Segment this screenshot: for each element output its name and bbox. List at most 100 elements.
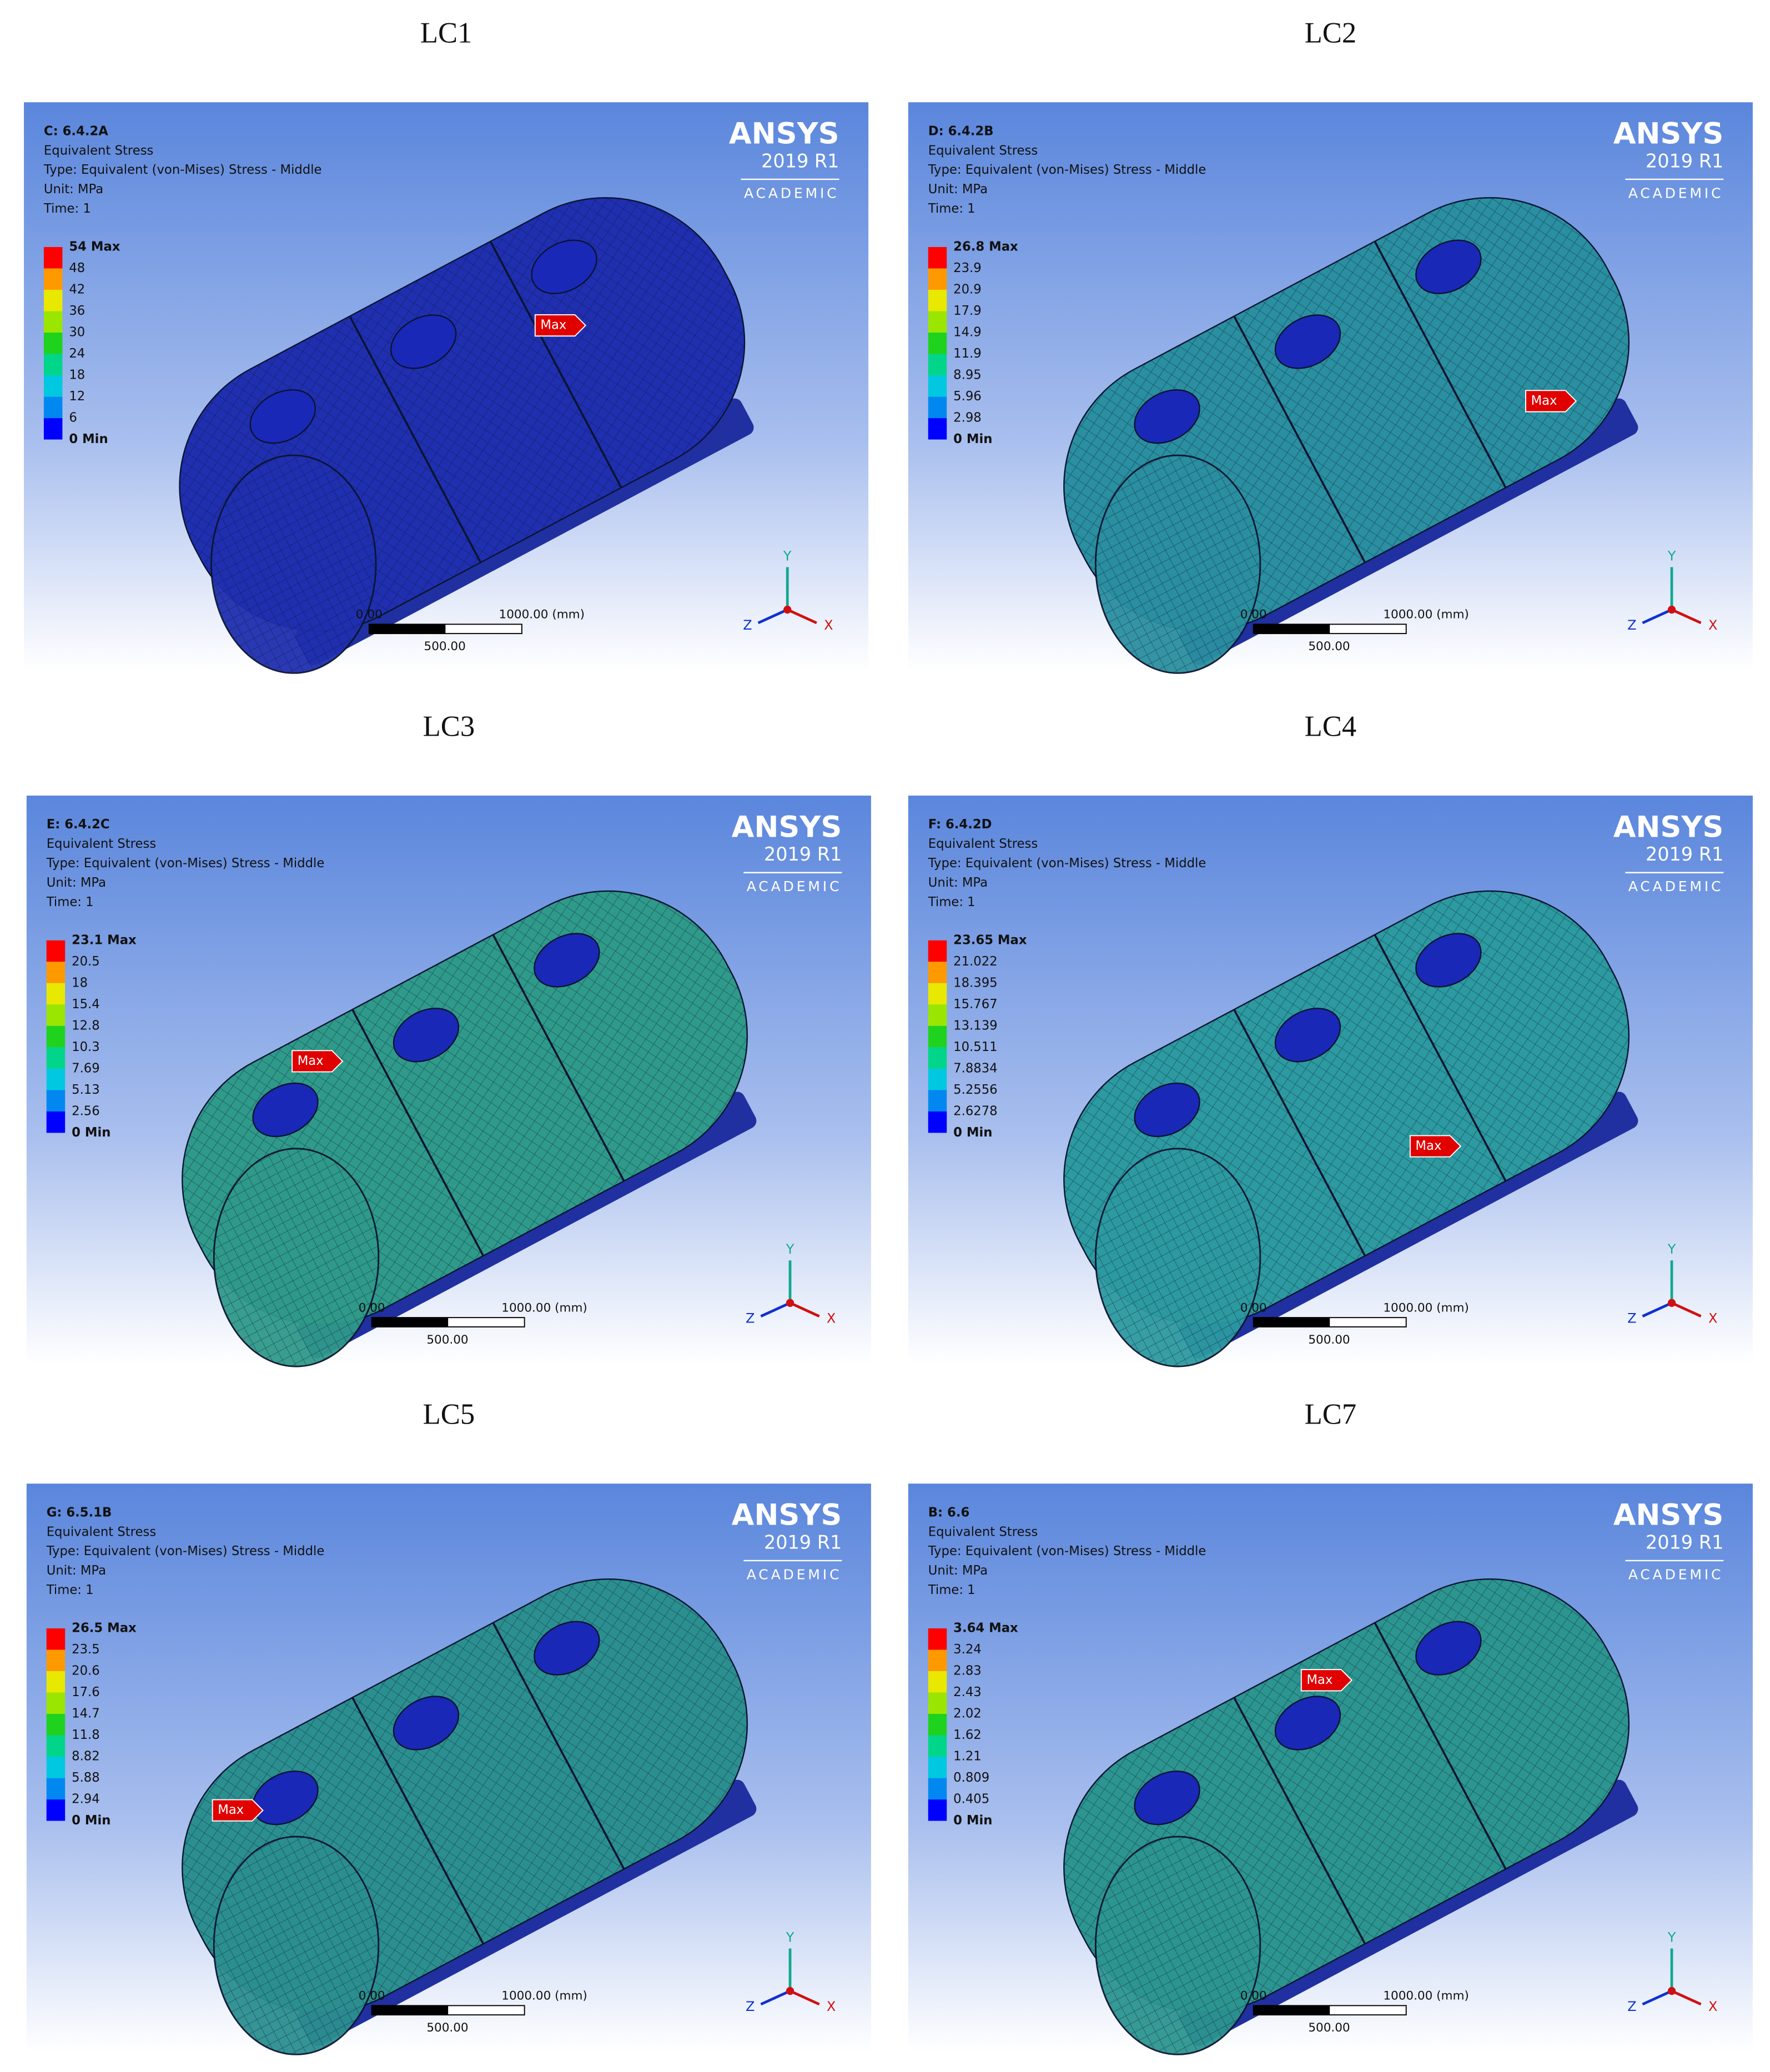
legend-band [928,418,947,440]
triad-x [1671,1989,1702,2006]
weld-seam [349,315,482,563]
manhole [1415,933,1482,988]
panel: LC3 E: 6.4.2C Equivalent Stress Type: Equiv… [26,710,871,1367]
header-line: Equivalent Stress [928,1525,1038,1539]
scale-start: 0.00 [359,1301,385,1315]
triad-origin [1667,1986,1676,1995]
legend-band [928,983,947,1005]
scale-end: 1000.00 (mm) [1383,1301,1469,1315]
scale-bar-half [371,1317,449,1327]
max-label: Max [540,318,566,333]
legend-label: 26.5 Max [72,1621,137,1635]
scale-end: 1000.00 (mm) [501,1301,587,1315]
legend-label: 13.139 [953,1018,997,1033]
manhole [534,1621,600,1676]
scale-middle: 500.00 [1308,1333,1350,1347]
manhole [1274,314,1341,369]
triad-y-label: Y [1667,548,1676,564]
legend-label: 11.8 [72,1728,100,1742]
manhole [1274,1696,1341,1751]
legend-label: 15.767 [953,997,997,1012]
panel: LC5 G: 6.5.1B Equivalent Stress Type: Equiv… [26,1399,871,2055]
tank-end-mesh [1095,1148,1260,1367]
triad-y-label: Y [786,1241,795,1257]
legend-band [46,1692,66,1714]
legend-band [46,1025,66,1048]
weld-seam [351,1009,485,1256]
logo-name: ANSYS [732,1498,842,1532]
legend-label: 7.69 [72,1061,100,1075]
header-line: Time: 1 [928,1583,975,1597]
manhole [1274,1008,1341,1063]
legend-label: 54 Max [69,239,120,254]
legend-band [46,1047,66,1069]
logo-edition: ACADEMIC [744,185,839,201]
scale-end: 1000.00 (mm) [1383,1989,1469,2003]
max-label: Max [1415,1139,1441,1153]
header-line: Unit: MPa [47,876,106,890]
legend-band [928,962,947,983]
legend-label: 1.21 [953,1749,982,1764]
header-line: Equivalent Stress [44,143,153,158]
header-line: Equivalent Stress [47,1525,156,1539]
max-marker [1300,1669,1352,1692]
header-line: Unit: MPa [44,182,103,197]
triad-z [1642,608,1673,625]
triad-x-label: X [824,617,833,633]
legend-band [46,1757,66,1778]
logo-version: 2019 R1 [1646,1531,1723,1553]
logo-version: 2019 R1 [764,843,842,865]
logo-version: 2019 R1 [761,150,839,172]
panel-label: LC5 [423,1399,475,1431]
legend-band [928,1004,947,1026]
legend-band [928,311,947,333]
tank-end-mesh [214,1837,379,2055]
logo-name: ANSYS [1613,117,1724,151]
legend-band [928,1047,947,1069]
triad-x [790,1989,820,2006]
tank-end-mesh [1095,455,1260,673]
manhole [1415,1621,1482,1676]
triad-x-label: X [1708,1311,1717,1326]
legend-label: 12 [69,389,85,404]
legend-label: 6 [69,411,77,425]
logo-edition: ACADEMIC [1628,1566,1724,1582]
legend-label: 10.511 [953,1040,997,1054]
header-line: Type: Equivalent (von-Mises) Stress - Mi… [43,163,322,177]
legend-band [928,268,947,290]
triad-z [1642,1301,1673,1317]
legend-label: 23.1 Max [72,933,137,947]
triad-z-label: Z [746,1311,755,1326]
header-line: E: 6.4.2C [47,817,110,832]
legend-label: 0.405 [953,1792,989,1807]
triad-z [757,608,788,625]
legend-label: 24 [69,346,85,361]
legend-band [928,1799,947,1821]
header-line: F: 6.4.2D [928,817,992,832]
legend-band [43,247,63,269]
triad-x [790,1301,820,1317]
legend-label: 5.96 [953,389,982,404]
legend-band [46,1004,66,1026]
triad-x [1671,1301,1702,1317]
triad-x-label: X [1708,617,1717,633]
legend-label: 7.8834 [953,1061,997,1075]
legend-label: 11.9 [953,346,982,361]
legend-band [928,1735,947,1757]
legend-label: 5.2556 [953,1083,997,1097]
legend-band [928,1628,947,1650]
header-line: Equivalent Stress [928,143,1038,158]
legend-label: 21.022 [953,954,997,969]
triad-x [787,608,817,625]
legend-label: 20.5 [72,954,100,969]
legend-label: 15.4 [72,997,100,1012]
scale-middle: 500.00 [426,1333,468,1347]
triad-z-label: Z [743,617,752,633]
max-label: Max [218,1803,244,1817]
legend-label: 3.64 Max [953,1621,1018,1635]
max-marker [534,314,587,337]
manhole [1134,1082,1200,1138]
logo-version: 2019 R1 [1646,150,1723,172]
header-line: Time: 1 [46,1583,94,1597]
